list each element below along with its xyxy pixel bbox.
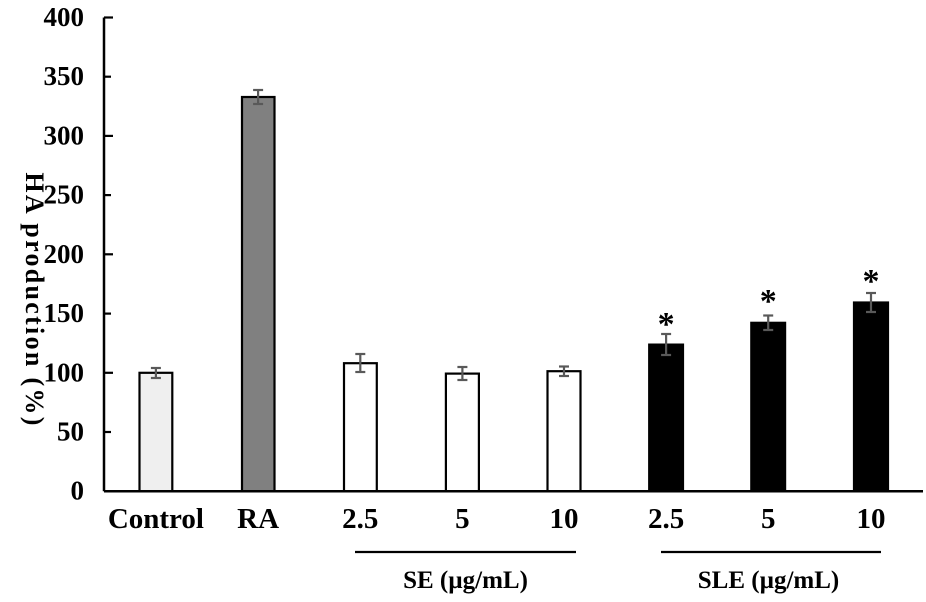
svg-text:*: * xyxy=(863,263,880,300)
svg-text:*: * xyxy=(658,306,675,343)
svg-text:SLE (µg/mL): SLE (µg/mL) xyxy=(698,567,840,594)
svg-text:*: * xyxy=(760,283,777,320)
svg-text:HA production (%): HA production (%) xyxy=(20,172,49,427)
svg-text:0: 0 xyxy=(71,476,85,506)
svg-text:300: 300 xyxy=(44,120,85,150)
svg-text:RA: RA xyxy=(237,503,279,535)
svg-text:350: 350 xyxy=(44,61,85,91)
svg-text:10: 10 xyxy=(550,503,579,535)
svg-text:5: 5 xyxy=(455,503,470,535)
svg-text:Control: Control xyxy=(108,503,204,535)
svg-text:5: 5 xyxy=(761,503,776,535)
svg-text:SE (µg/mL): SE (µg/mL) xyxy=(403,567,528,594)
svg-text:400: 400 xyxy=(44,2,85,32)
svg-text:2.5: 2.5 xyxy=(342,503,378,535)
svg-text:50: 50 xyxy=(57,417,84,447)
svg-text:10: 10 xyxy=(857,503,886,535)
svg-text:2.5: 2.5 xyxy=(648,503,684,535)
